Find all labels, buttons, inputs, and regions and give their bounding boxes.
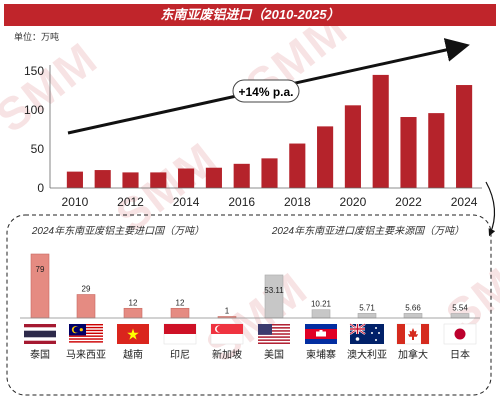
sub-bar-value-label: 12 (129, 298, 138, 307)
x-tick-label: 2024 (451, 195, 478, 209)
indonesia-flag-icon (163, 323, 197, 345)
australia-flag-icon (349, 323, 384, 344)
x-tick-label: 2018 (284, 195, 311, 209)
sub-bar-印尼 (170, 307, 190, 319)
source-country-panel-title: 2024年东南亚进口废铝主要来源国（万吨） (271, 225, 464, 237)
bar-2011 (94, 170, 111, 188)
bar-2016 (233, 163, 250, 188)
bar-2012 (122, 172, 139, 188)
bar-2014 (178, 168, 195, 188)
canada-flag-icon (396, 323, 430, 345)
country-label: 印尼 (170, 349, 190, 361)
vietnam-flag-icon (117, 324, 149, 344)
cambodia-flag-icon (305, 324, 337, 344)
sub-bar-日本 (450, 313, 470, 319)
x-tick-label: 2016 (228, 195, 255, 209)
x-tick-label: 2014 (173, 195, 200, 209)
usa-flag-icon (258, 324, 290, 344)
y-tick-label: 100 (24, 103, 44, 117)
sub-bar-越南 (123, 307, 143, 319)
singapore-flag-icon (210, 323, 244, 345)
country-label: 日本 (450, 348, 470, 361)
bar-2024 (456, 85, 473, 188)
sub-bar-value-label: 29 (82, 285, 91, 294)
sub-bar-泰国 (30, 253, 50, 319)
country-labels: 泰国 马来西亚 越南 印尼 新加坡 美国 柬埔寨 澳大利亚 加拿大 日本 (30, 348, 470, 361)
bar-2022 (400, 117, 417, 188)
sub-bar-value-label: 12 (176, 298, 185, 307)
bar-2017 (261, 158, 278, 188)
country-label: 柬埔寨 (306, 348, 336, 361)
country-label: 澳大利亚 (347, 348, 387, 361)
japan-flag-icon (443, 323, 477, 345)
bar-2018 (289, 143, 306, 188)
y-axis: 0 50 100 150 (24, 64, 51, 195)
x-tick-label: 2022 (395, 195, 422, 209)
sub-bar-加拿大 (403, 313, 423, 319)
bar-2020 (344, 105, 361, 188)
bar-2010 (66, 171, 83, 188)
y-tick-label: 0 (37, 181, 44, 195)
x-tick-label: 2020 (340, 195, 367, 209)
sub-bar-value-label: 10.21 (311, 300, 332, 309)
sub-bar-value-label: 5.54 (452, 304, 468, 313)
sub-bar-value-label: 5.66 (405, 303, 421, 312)
sub-bar-value-label: 79 (36, 265, 45, 274)
bar-2015 (205, 167, 222, 188)
country-label: 越南 (123, 348, 143, 361)
x-axis: 2010 2012 2014 2016 2018 2020 2022 2024 (50, 187, 482, 209)
unit-label: 单位：万吨 (14, 32, 60, 42)
import-country-panel-title: 2024年东南亚废铝主要进口国（万吨） (31, 225, 204, 237)
y-tick-label: 150 (24, 64, 44, 78)
country-label: 加拿大 (398, 348, 428, 361)
chart-title: 东南亚废铝进口（2010-2025） (4, 4, 496, 26)
malaysia-flag-icon (69, 324, 103, 344)
bar-2019 (317, 126, 334, 188)
x-tick-label: 2010 (62, 195, 89, 209)
sub-bar-美国 (264, 274, 284, 319)
sub-bar-value-label: 5.71 (359, 303, 375, 312)
country-label: 美国 (264, 348, 284, 361)
country-label: 新加坡 (212, 348, 242, 361)
x-tick-label: 2012 (117, 195, 144, 209)
growth-badge-box (232, 79, 300, 103)
sub-bar-澳大利亚 (357, 313, 377, 319)
connector-arrow (485, 181, 496, 237)
sub-bar-value-label: 53.11 (264, 286, 284, 295)
main-bar-series (66, 74, 473, 188)
sub-bar-series: 79 29 12 12 1 53.11 10.21 5.71 5.66 5.54 (30, 253, 470, 319)
country-label: 马来西亚 (66, 349, 106, 361)
growth-badge-label: +14% p.a. (238, 85, 293, 99)
country-label: 泰国 (30, 348, 50, 361)
sub-bar-value-label: 1 (225, 307, 230, 316)
bar-2013 (150, 172, 167, 188)
bar-2021 (372, 74, 389, 188)
y-tick-label: 50 (31, 142, 45, 156)
sub-bar-柬埔寨 (311, 309, 331, 319)
bar-2023 (428, 113, 445, 188)
sub-bar-马来西亚 (76, 294, 96, 319)
thailand-flag-icon (24, 324, 56, 344)
detail-panel (6, 214, 492, 396)
